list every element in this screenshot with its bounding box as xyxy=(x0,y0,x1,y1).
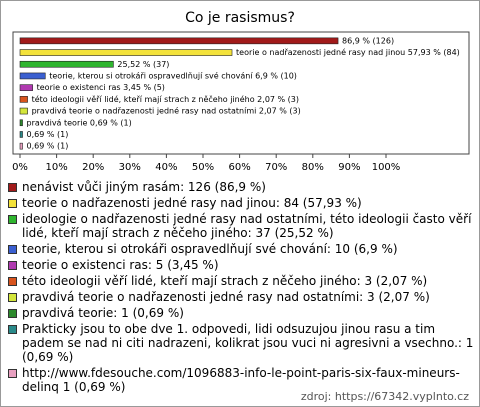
x-tick-label: 0% xyxy=(12,162,28,173)
plot-frame xyxy=(12,31,470,155)
x-tick-label: 30% xyxy=(119,162,141,173)
legend-item: nenávist vůči jiným rasám: 126 (86,9 %) xyxy=(8,180,474,194)
legend-swatch xyxy=(8,215,17,224)
data-label: teorie o nadřazenosti jedné rasy nad jin… xyxy=(236,47,460,57)
x-tick-label: 90% xyxy=(338,162,360,173)
legend-label: http://www.fdesouche.com/1096883-info-le… xyxy=(22,366,460,394)
legend-label: ideologie o nadřazenosti jedné rasy nad … xyxy=(22,212,472,240)
bar xyxy=(19,96,28,103)
bar xyxy=(19,119,23,127)
bar xyxy=(19,107,28,115)
legend-item: ideologie o nadřazenosti jedné rasy nad … xyxy=(8,212,474,240)
legend-label: Prakticky jsou to obe dve 1. odpovedi, l… xyxy=(22,322,474,364)
data-label: 0,69 % (1) xyxy=(27,130,69,139)
legend: nenávist vůči jiným rasám: 126 (86,9 %) t… xyxy=(8,180,474,396)
legend-swatch xyxy=(8,183,17,192)
bar xyxy=(19,131,23,138)
legend-label: pravdivá teorie o nadřazenosti jedné ras… xyxy=(22,290,430,304)
bar xyxy=(19,84,33,91)
legend-item: http://www.fdesouche.com/1096883-info-le… xyxy=(8,366,474,394)
x-tick-label: 50% xyxy=(192,162,214,173)
legend-item: teorie, kterou si otrokáři ospravedlňují… xyxy=(8,242,474,256)
legend-swatch xyxy=(8,277,17,286)
x-tick-label: 60% xyxy=(228,162,250,173)
legend-item: teorie o nadřazenosti jedné rasy nad jin… xyxy=(8,196,474,210)
x-tick-label: 40% xyxy=(155,162,177,173)
legend-item: teorie o existenci ras: 5 (3,45 %) xyxy=(8,258,474,272)
legend-swatch xyxy=(8,261,17,270)
legend-label: nenávist vůči jiným rasám: 126 (86,9 %) xyxy=(22,180,266,194)
chart-title: Co je rasismus? xyxy=(185,10,295,26)
legend-swatch xyxy=(8,199,17,208)
legend-item: této ideologii věří lidé, kteří mají str… xyxy=(8,274,474,288)
legend-item: Prakticky jsou to obe dve 1. odpovedi, l… xyxy=(8,322,474,364)
source: zdroj: https://67342.vyplnto.cz xyxy=(300,390,469,403)
legend-swatch xyxy=(8,325,17,334)
data-label: této ideologii věří lidé, kteří mají str… xyxy=(32,94,299,104)
legend-swatch xyxy=(8,369,17,378)
data-label: pravdivá teorie 0,69 % (1) xyxy=(27,118,132,127)
bar xyxy=(19,37,339,45)
legend-swatch xyxy=(8,293,17,302)
legend-swatch xyxy=(8,245,17,254)
legend-item: pravdivá teorie o nadřazenosti jedné ras… xyxy=(8,290,474,304)
bar xyxy=(19,60,114,68)
legend-swatch xyxy=(8,309,17,318)
bar xyxy=(19,142,23,150)
data-label: 0,69 % (1) xyxy=(27,142,69,151)
legend-label: teorie o nadřazenosti jedné rasy nad jin… xyxy=(22,196,362,210)
bar xyxy=(19,49,233,56)
legend-label: této ideologii věří lidé, kteří mají str… xyxy=(22,274,428,288)
x-tick-label: 70% xyxy=(265,162,287,173)
x-tick-label: 80% xyxy=(302,162,324,173)
x-tick-label: 100% xyxy=(372,162,401,173)
plot: Co je rasismus? 0% 10% 20% 30% 40% 50% 60% 70% 8… xyxy=(12,10,470,173)
legend-item: pravdivá teorie: 1 (0,69 %) xyxy=(8,306,474,320)
data-label: 86,9 % (126) xyxy=(342,36,394,45)
x-tick-label: 10% xyxy=(45,162,67,173)
legend-label: teorie o existenci ras: 5 (3,45 %) xyxy=(22,258,219,272)
data-label: 25,52 % (37) xyxy=(117,60,169,69)
data-label: teorie o existenci ras 3,45 % (5) xyxy=(37,83,165,92)
legend-label: teorie, kterou si otrokáři ospravedlňují… xyxy=(22,242,398,256)
data-label: teorie, kterou si otrokáři ospravedlňují… xyxy=(49,70,297,80)
x-tick-label: 20% xyxy=(82,162,104,173)
data-label: pravdivá teorie o nadřazenosti jedné ras… xyxy=(32,106,301,116)
legend-label: pravdivá teorie: 1 (0,69 %) xyxy=(22,306,184,320)
bar xyxy=(19,72,46,80)
